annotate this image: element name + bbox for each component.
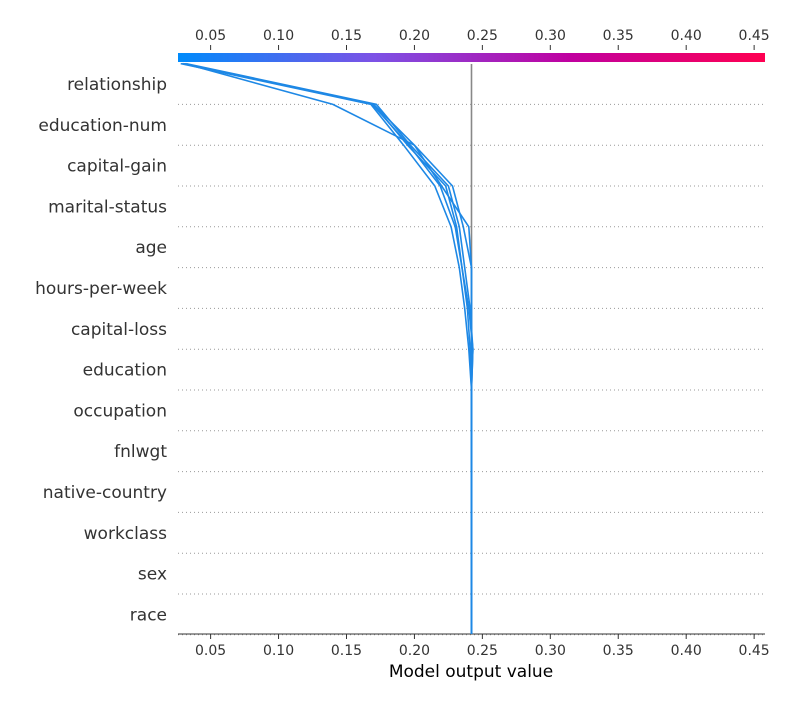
x-tick-label-top: 0.15 [331,28,362,44]
feature-label: fnlwgt [114,442,167,462]
x-tick-label-top: 0.10 [263,28,294,44]
decision-line [183,62,473,634]
feature-label: marital-status [48,197,167,217]
feature-label: capital-gain [67,157,167,177]
feature-label: education-num [38,116,167,136]
colorbar [178,53,765,62]
x-tick-label-top: 0.05 [195,28,226,44]
x-tick-label-bottom: 0.40 [671,643,702,659]
x-tick-label-top: 0.45 [739,28,770,44]
feature-label: age [135,238,167,258]
axes: relationship education-num capital-gain mar… [35,28,770,659]
x-tick-label-top: 0.35 [603,28,634,44]
x-tick-label-top: 0.20 [399,28,430,44]
x-axis-label: Model output value [389,662,553,682]
x-tick-label-bottom: 0.30 [535,643,566,659]
colorbar-gradient [178,53,765,62]
x-tick-label-bottom: 0.10 [263,643,294,659]
x-tick-label-bottom: 0.05 [195,643,226,659]
x-tick-label-top: 0.30 [535,28,566,44]
feature-label: education [83,361,167,381]
feature-label: capital-loss [71,320,167,340]
feature-label: occupation [73,401,167,421]
feature-label: sex [138,565,167,585]
decision-line [184,62,473,634]
feature-label: workclass [84,524,167,544]
feature-label: native-country [43,483,167,503]
x-tick-label-bottom: 0.25 [467,643,498,659]
feature-label: hours-per-week [35,279,167,299]
x-tick-label-bottom: 0.45 [739,643,770,659]
x-tick-label-bottom: 0.20 [399,643,430,659]
decision-line [186,62,474,634]
x-tick-label-bottom: 0.15 [331,643,362,659]
decision-lines [180,62,474,634]
x-tick-label-top: 0.25 [467,28,498,44]
feature-label: race [130,605,167,625]
x-tick-label-top: 0.40 [671,28,702,44]
feature-label: relationship [67,75,167,95]
x-tick-label-bottom: 0.35 [603,643,634,659]
